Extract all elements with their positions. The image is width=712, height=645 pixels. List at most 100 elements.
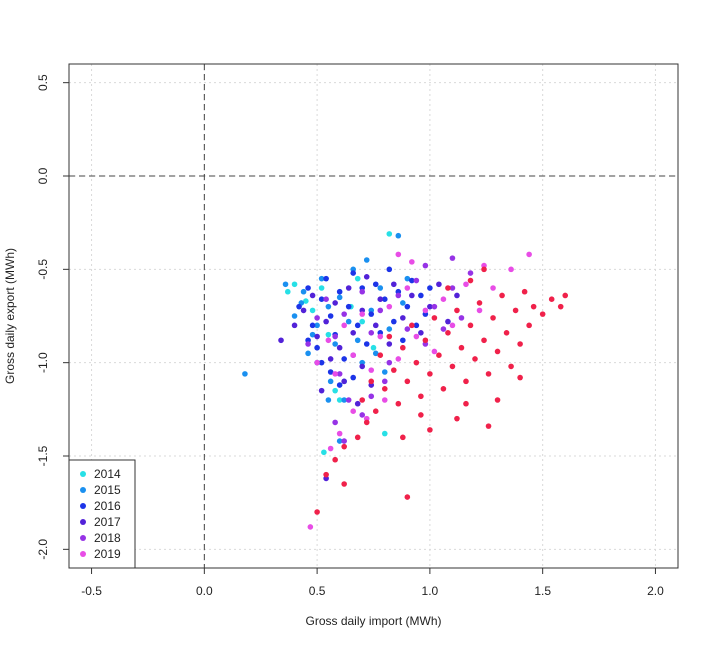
data-point-2015 [325,303,332,310]
data-point-2020 [494,397,501,403]
data-point-2016 [409,277,415,284]
data-point-2018 [422,262,429,269]
data-point-2017 [332,300,338,306]
data-point-2016 [427,285,433,291]
data-point-2014 [381,430,388,437]
data-point-2018 [431,303,438,310]
data-point-2020 [377,352,384,359]
data-point-2015 [377,285,384,291]
data-point-2020 [413,359,420,366]
data-point-2020 [467,277,474,284]
data-point-2015 [291,313,298,319]
data-point-2018 [359,412,366,418]
legend-marker-2019 [80,551,86,557]
data-point-2018 [440,326,447,332]
data-point-2018 [368,393,375,400]
data-point-2015 [400,300,406,306]
data-point-2017 [345,285,352,291]
data-point-2020 [354,434,361,441]
y-tick-label: -2.0 [36,539,50,560]
data-point-2014 [284,288,291,295]
data-point-2017 [372,322,379,329]
data-point-2018 [305,341,311,347]
data-point-2016 [305,285,311,291]
data-point-2014 [359,318,366,325]
data-point-2016 [327,313,334,319]
data-point-2014 [309,307,316,314]
data-point-2020 [418,412,424,418]
legend-marker-2017 [80,519,86,525]
data-point-2020 [548,296,555,303]
data-point-2020 [386,333,393,340]
data-point-2020 [436,352,442,359]
data-point-2017 [318,387,325,394]
data-point-2018 [341,438,347,444]
data-point-2020 [454,307,460,314]
data-point-2016 [345,303,352,310]
data-point-2020 [521,288,528,295]
reference-lines [69,64,678,568]
data-point-2016 [350,374,357,381]
legend-label-2019: 2019 [94,547,121,561]
data-point-2020 [517,374,523,381]
data-point-2016 [354,322,361,329]
data-point-2019 [404,285,411,291]
data-point-2017 [391,281,397,288]
data-point-2016 [413,322,420,329]
data-point-2015 [363,257,370,263]
data-point-2017 [336,344,343,351]
legend-label-2014: 2014 [94,467,121,481]
y-axis-label: Gross daily export (MWh) [3,248,17,384]
data-point-2018 [386,359,393,366]
data-point-2020 [530,303,537,310]
data-point-2018 [413,277,420,284]
data-point-2015 [336,294,343,301]
data-point-2020 [499,292,505,299]
legend-label-2017: 2017 [94,515,121,529]
data-point-2017 [377,296,384,303]
data-point-2017 [350,330,357,336]
data-point-2019 [341,322,347,329]
data-point-2018 [323,296,329,303]
data-point-2020 [490,315,496,321]
data-point-2020 [458,344,465,351]
data-point-2018 [341,311,347,317]
data-point-2020 [431,315,438,321]
data-point-2015 [309,331,316,338]
data-point-2020 [381,386,388,392]
data-point-2020 [467,322,474,329]
data-point-2015 [336,438,343,444]
data-point-2015 [404,275,411,282]
data-point-2020 [341,443,347,450]
data-point-2017 [386,341,393,347]
data-point-2017 [314,333,320,340]
data-point-2014 [370,344,377,351]
legend-label-2015: 2015 [94,483,121,497]
data-point-2019 [395,251,402,258]
data-point-2019 [350,352,357,359]
data-point-2020 [472,356,478,362]
data-point-2015 [381,369,388,375]
data-point-2020 [485,371,492,377]
data-point-2015 [325,397,332,403]
data-point-2016 [341,356,347,362]
data-point-2020 [562,292,569,299]
data-point-2020 [449,363,456,370]
x-tick-label: 0.0 [196,584,213,598]
data-point-2018 [314,315,320,321]
data-point-2017 [278,337,284,344]
data-point-2019 [431,348,438,355]
data-point-2018 [458,315,465,321]
y-tick-label: -1.5 [36,445,50,466]
data-point-2020 [409,322,415,329]
data-point-2019 [332,371,338,377]
data-point-2014 [321,449,327,456]
data-point-2016 [336,382,343,388]
data-point-2020 [445,285,451,291]
data-point-2015 [327,378,334,385]
data-point-2015 [242,371,248,377]
data-point-2020 [391,367,397,373]
data-point-2018 [404,326,411,332]
data-point-2017 [409,292,415,299]
